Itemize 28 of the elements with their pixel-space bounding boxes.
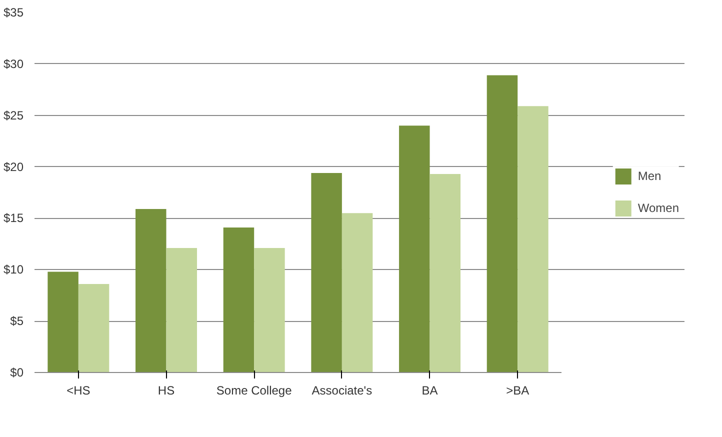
y-tick-label: $35	[3, 6, 24, 20]
y-tick-label: $5	[10, 314, 24, 328]
bar	[78, 284, 110, 372]
x-tick-label: >BA	[506, 384, 530, 398]
bar	[342, 213, 373, 372]
y-tick-label: $10	[3, 262, 24, 277]
y-tick-label: $30	[3, 56, 24, 71]
bar	[311, 172, 342, 372]
y-tick-label: $15	[3, 211, 24, 226]
x-tick-label: HS	[158, 384, 175, 398]
x-tick-label: BA	[422, 384, 438, 398]
bar	[223, 227, 254, 372]
x-tick-label: Associate's	[312, 384, 372, 398]
y-tick-label: $20	[3, 160, 24, 174]
x-tick-label: Some College	[216, 384, 292, 398]
bar	[486, 75, 518, 372]
legend-label: Men	[638, 169, 662, 183]
y-tick-label: $25	[3, 108, 24, 122]
bar	[136, 208, 166, 372]
bar	[48, 272, 78, 372]
bar	[518, 106, 548, 372]
x-tick-label: <HS	[66, 384, 90, 398]
bar	[254, 248, 285, 372]
bar	[166, 248, 197, 372]
bar	[399, 126, 430, 372]
bar	[430, 174, 461, 372]
y-tick-label: $0	[10, 366, 24, 380]
legend-label: Women	[638, 201, 679, 215]
